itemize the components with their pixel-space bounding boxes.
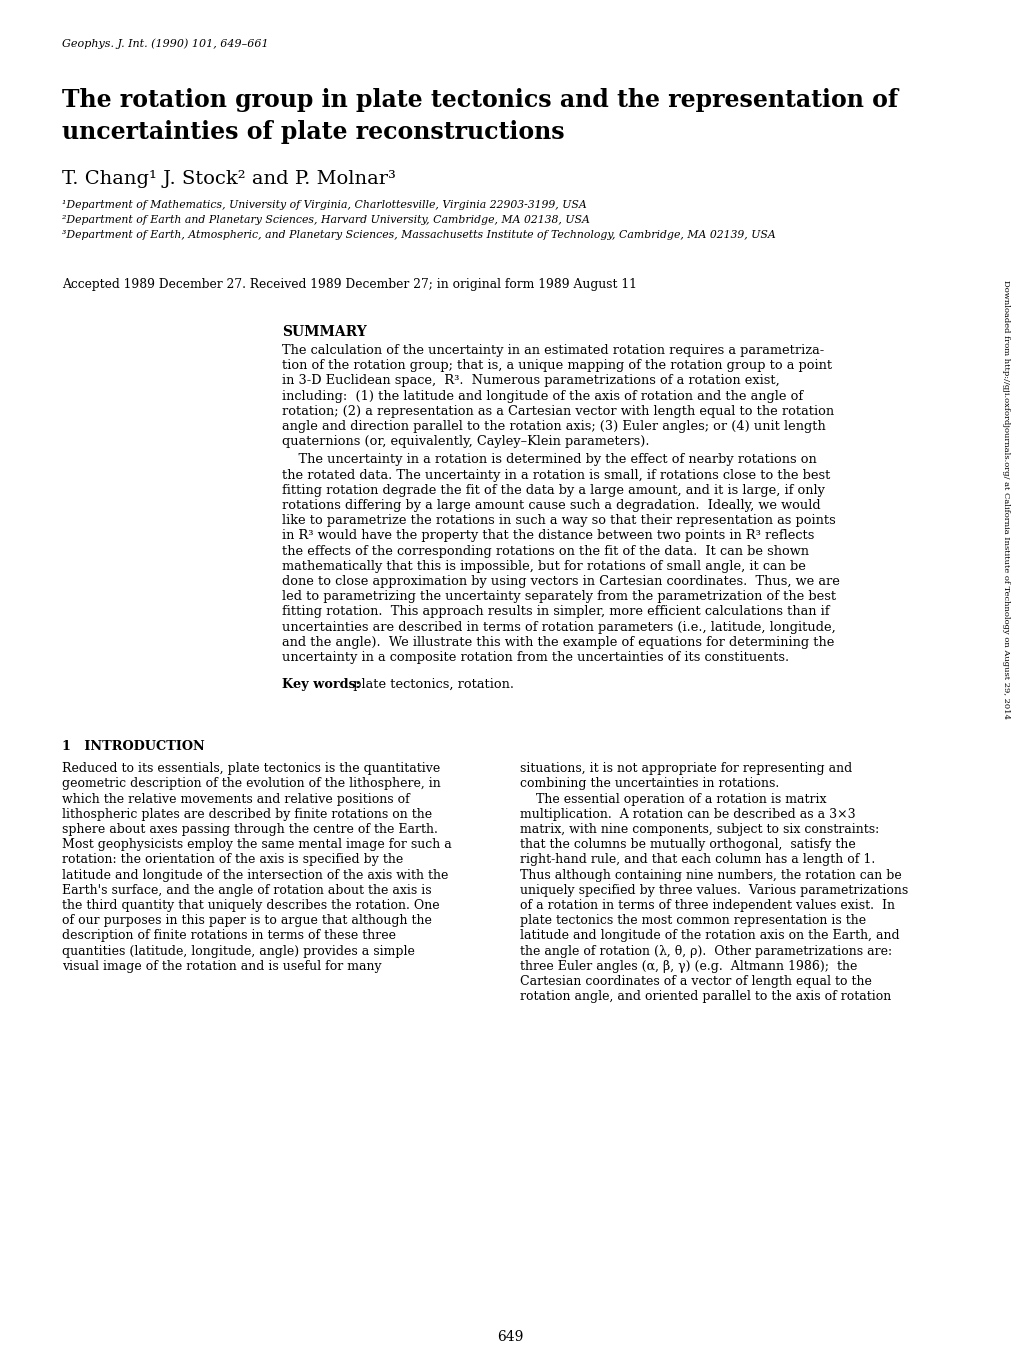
Text: The rotation group in plate tectonics and the representation of: The rotation group in plate tectonics an…: [62, 88, 897, 112]
Text: like to parametrize the rotations in such a way so that their representation as : like to parametrize the rotations in suc…: [281, 514, 835, 528]
Text: multiplication.  A rotation can be described as a 3×3: multiplication. A rotation can be descri…: [520, 808, 855, 821]
Text: The uncertainty in a rotation is determined by the effect of nearby rotations on: The uncertainty in a rotation is determi…: [281, 453, 816, 466]
Text: latitude and longitude of the intersection of the axis with the: latitude and longitude of the intersecti…: [62, 869, 448, 881]
Text: 649: 649: [496, 1330, 523, 1344]
Text: Earth's surface, and the angle of rotation about the axis is: Earth's surface, and the angle of rotati…: [62, 884, 431, 896]
Text: and the angle).  We illustrate this with the example of equations for determinin: and the angle). We illustrate this with …: [281, 636, 834, 649]
Text: the angle of rotation (λ, θ, ρ).  Other parametrizations are:: the angle of rotation (λ, θ, ρ). Other p…: [520, 945, 892, 957]
Text: geometric description of the evolution of the lithosphere, in: geometric description of the evolution o…: [62, 778, 440, 790]
Text: sphere about axes passing through the centre of the Earth.: sphere about axes passing through the ce…: [62, 823, 437, 836]
Text: including:  (1) the latitude and longitude of the axis of rotation and the angle: including: (1) the latitude and longitud…: [281, 389, 802, 403]
Text: the rotated data. The uncertainty in a rotation is small, if rotations close to : the rotated data. The uncertainty in a r…: [281, 469, 829, 481]
Text: fitting rotation.  This approach results in simpler, more efficient calculations: fitting rotation. This approach results …: [281, 605, 828, 619]
Text: Accepted 1989 December 27. Received 1989 December 27; in original form 1989 Augu: Accepted 1989 December 27. Received 1989…: [62, 277, 636, 291]
Text: ²Department of Earth and Planetary Sciences, Harvard University, Cambridge, MA 0: ²Department of Earth and Planetary Scien…: [62, 215, 589, 224]
Text: quantities (latitude, longitude, angle) provides a simple: quantities (latitude, longitude, angle) …: [62, 945, 415, 957]
Text: Most geophysicists employ the same mental image for such a: Most geophysicists employ the same menta…: [62, 838, 451, 851]
Text: the third quantity that uniquely describes the rotation. One: the third quantity that uniquely describ…: [62, 899, 439, 913]
Text: Thus although containing nine numbers, the rotation can be: Thus although containing nine numbers, t…: [520, 869, 901, 881]
Text: quaternions (or, equivalently, Cayley–Klein parameters).: quaternions (or, equivalently, Cayley–Kl…: [281, 435, 649, 449]
Text: description of finite rotations in terms of these three: description of finite rotations in terms…: [62, 929, 395, 942]
Text: rotations differing by a large amount cause such a degradation.  Ideally, we wou: rotations differing by a large amount ca…: [281, 499, 820, 511]
Text: Downloaded from http://gji.oxfordjournals.org/ at California Institute of Techno: Downloaded from http://gji.oxfordjournal…: [1001, 280, 1009, 719]
Text: matrix, with nine components, subject to six constraints:: matrix, with nine components, subject to…: [520, 823, 878, 836]
Text: fitting rotation degrade the fit of the data by a large amount, and it is large,: fitting rotation degrade the fit of the …: [281, 484, 824, 496]
Text: three Euler angles (α, β, γ) (e.g.  Altmann 1986);  the: three Euler angles (α, β, γ) (e.g. Altma…: [520, 960, 857, 972]
Text: lithospheric plates are described by finite rotations on the: lithospheric plates are described by fin…: [62, 808, 432, 821]
Text: The calculation of the uncertainty in an estimated rotation requires a parametri: The calculation of the uncertainty in an…: [281, 344, 823, 356]
Text: of our purposes in this paper is to argue that although the: of our purposes in this paper is to argu…: [62, 914, 431, 928]
Text: plate tectonics, rotation.: plate tectonics, rotation.: [344, 679, 514, 691]
Text: mathematically that this is impossible, but for rotations of small angle, it can: mathematically that this is impossible, …: [281, 560, 805, 573]
Text: SUMMARY: SUMMARY: [281, 325, 367, 339]
Text: ¹Department of Mathematics, University of Virginia, Charlottesville, Virginia 22: ¹Department of Mathematics, University o…: [62, 200, 586, 209]
Text: combining the uncertainties in rotations.: combining the uncertainties in rotations…: [520, 778, 779, 790]
Text: in R³ would have the property that the distance between two points in R³ reflect: in R³ would have the property that the d…: [281, 529, 813, 543]
Text: uniquely specified by three values.  Various parametrizations: uniquely specified by three values. Vari…: [520, 884, 907, 896]
Text: latitude and longitude of the rotation axis on the Earth, and: latitude and longitude of the rotation a…: [520, 929, 899, 942]
Text: done to close approximation by using vectors in Cartesian coordinates.  Thus, we: done to close approximation by using vec…: [281, 575, 839, 588]
Text: visual image of the rotation and is useful for many: visual image of the rotation and is usef…: [62, 960, 381, 972]
Text: Cartesian coordinates of a vector of length equal to the: Cartesian coordinates of a vector of len…: [520, 975, 871, 987]
Text: The essential operation of a rotation is matrix: The essential operation of a rotation is…: [520, 793, 825, 805]
Text: rotation angle, and oriented parallel to the axis of rotation: rotation angle, and oriented parallel to…: [520, 990, 891, 1004]
Text: T. Chang¹ J. Stock² and P. Molnar³: T. Chang¹ J. Stock² and P. Molnar³: [62, 170, 395, 188]
Text: of a rotation in terms of three independent values exist.  In: of a rotation in terms of three independ…: [520, 899, 894, 913]
Text: tion of the rotation group; that is, a unique mapping of the rotation group to a: tion of the rotation group; that is, a u…: [281, 359, 832, 373]
Text: in 3-D Euclidean space,  R³.  Numerous parametrizations of a rotation exist,: in 3-D Euclidean space, R³. Numerous par…: [281, 374, 779, 388]
Text: uncertainties are described in terms of rotation parameters (i.e., latitude, lon: uncertainties are described in terms of …: [281, 620, 835, 634]
Text: plate tectonics the most common representation is the: plate tectonics the most common represen…: [520, 914, 865, 928]
Text: Key words:: Key words:: [281, 679, 360, 691]
Text: that the columns be mutually orthogonal,  satisfy the: that the columns be mutually orthogonal,…: [520, 838, 855, 851]
Text: uncertainties of plate reconstructions: uncertainties of plate reconstructions: [62, 120, 565, 144]
Text: right-hand rule, and that each column has a length of 1.: right-hand rule, and that each column ha…: [520, 854, 874, 866]
Text: ³Department of Earth, Atmospheric, and Planetary Sciences, Massachusetts Institu: ³Department of Earth, Atmospheric, and P…: [62, 230, 775, 239]
Text: Reduced to its essentials, plate tectonics is the quantitative: Reduced to its essentials, plate tectoni…: [62, 762, 440, 775]
Text: the effects of the corresponding rotations on the fit of the data.  It can be sh: the effects of the corresponding rotatio…: [281, 544, 808, 558]
Text: angle and direction parallel to the rotation axis; (3) Euler angles; or (4) unit: angle and direction parallel to the rota…: [281, 420, 825, 432]
Text: uncertainty in a composite rotation from the uncertainties of its constituents.: uncertainty in a composite rotation from…: [281, 651, 789, 664]
Text: 1   INTRODUCTION: 1 INTRODUCTION: [62, 740, 205, 753]
Text: situations, it is not appropriate for representing and: situations, it is not appropriate for re…: [520, 762, 852, 775]
Text: rotation; (2) a representation as a Cartesian vector with length equal to the ro: rotation; (2) a representation as a Cart…: [281, 405, 834, 418]
Text: led to parametrizing the uncertainty separately from the parametrization of the : led to parametrizing the uncertainty sep…: [281, 590, 836, 604]
Text: Geophys. J. Int. (1990) 101, 649–661: Geophys. J. Int. (1990) 101, 649–661: [62, 38, 268, 49]
Text: which the relative movements and relative positions of: which the relative movements and relativ…: [62, 793, 410, 805]
Text: rotation: the orientation of the axis is specified by the: rotation: the orientation of the axis is…: [62, 854, 403, 866]
